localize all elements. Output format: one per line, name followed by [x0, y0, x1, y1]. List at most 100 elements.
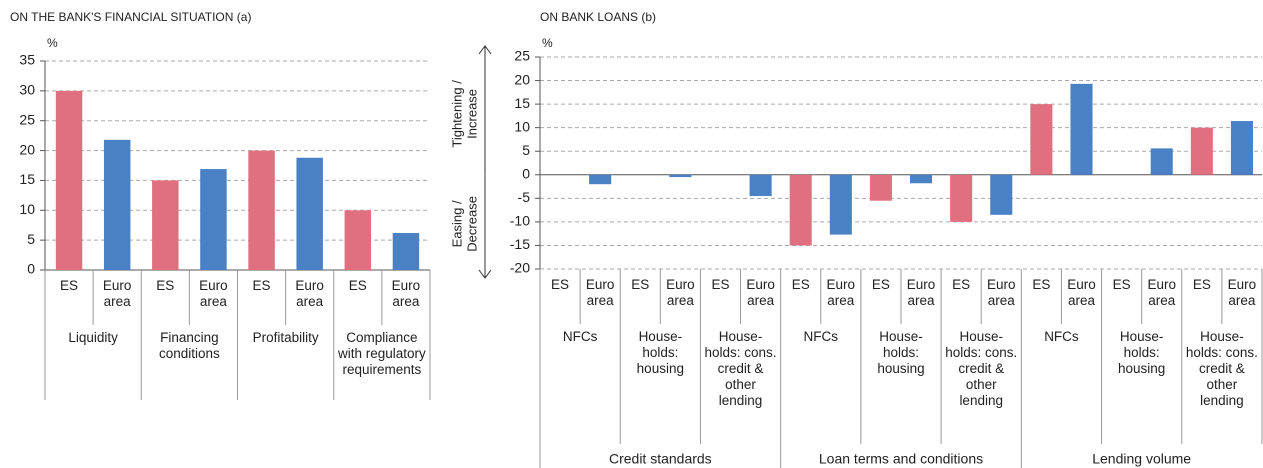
x-category-label: House­holds: housing [877, 329, 925, 376]
x-category-label: House­holds: cons. credit & other lendin… [1185, 329, 1258, 408]
chart-title: ON THE BANK'S FINANCIAL SITUATION (a) [10, 10, 251, 24]
bar [829, 174, 852, 235]
x-sub-label-box: Euro area [666, 277, 695, 308]
x-sub-label-box: Euro area [585, 277, 615, 308]
x-sub-label: ES [1192, 277, 1211, 292]
y-tick-label: 15 [19, 171, 35, 187]
x-sub-label-box: Euro area [906, 277, 936, 308]
bar [248, 150, 275, 270]
x-category-label: NFCs [562, 329, 598, 344]
x-category-label: Profitability [252, 330, 319, 345]
x-sub-label-box: ES [349, 278, 367, 293]
bar [589, 174, 612, 185]
x-sub-label: ES [551, 277, 570, 292]
x-sub-label-box: ES [1032, 277, 1051, 292]
y-tick-label: 15 [514, 95, 530, 111]
y-tick-label: 5 [522, 142, 530, 158]
annotation: Tightening / [449, 80, 464, 148]
x-sub-label-box: ES [253, 278, 271, 293]
x-category-label-box: House­holds: housing [877, 329, 925, 376]
bar [1190, 127, 1213, 175]
x-category-label-box: NFCs [803, 329, 839, 344]
bar [950, 174, 973, 222]
x-sub-label: Euro area [1147, 277, 1176, 308]
x-category-label-box: NFCs [1044, 329, 1079, 344]
x-sub-label: ES [871, 277, 890, 292]
x-category-label-box: House­holds: housing [636, 329, 684, 376]
x-sub-label-box: Euro area [199, 278, 228, 309]
x-sub-label-box: ES [60, 278, 79, 293]
y-tick-label: 30 [19, 82, 35, 98]
x-sub-label-box: Euro area [391, 278, 421, 309]
x-sub-label-box: Euro area [1227, 277, 1257, 308]
y-tick-label: 25 [514, 48, 530, 64]
bar [296, 157, 323, 270]
x-sub-label: Euro area [987, 277, 1016, 308]
x-category-label-box: House­holds: cons. credit & other lendin… [704, 329, 777, 408]
x-sub-label: Euro area [906, 277, 936, 308]
annotation: Easing / [449, 200, 464, 247]
y-tick-label: -5 [518, 189, 531, 205]
y-unit: % [542, 36, 553, 50]
bar [1230, 121, 1253, 175]
y-tick-label: 20 [514, 71, 530, 87]
x-category-label-box: NFCs [562, 329, 598, 344]
bar [749, 174, 772, 196]
x-sub-label-box: Euro area [1147, 277, 1176, 308]
x-sub-label-box: ES [156, 278, 175, 293]
y-tick-label: 25 [19, 111, 35, 127]
x-sub-label: Euro area [746, 277, 775, 308]
x-sub-label: Euro area [585, 277, 615, 308]
x-sub-label: ES [60, 278, 79, 293]
x-sub-label: ES [156, 278, 175, 293]
bar [1150, 148, 1173, 175]
x-sub-label: Euro area [102, 278, 132, 309]
y-tick-label: -15 [510, 236, 530, 252]
y-tick-label: 5 [27, 231, 35, 247]
x-sub-label: Euro area [391, 278, 421, 309]
y-tick-label: -20 [510, 260, 530, 276]
y-tick-label: 20 [19, 141, 35, 157]
x-category-label: NFCs [803, 329, 839, 344]
bar [990, 174, 1013, 215]
x-category-label: House­holds: housing [636, 329, 684, 376]
x-category-label: Liquidity [68, 330, 118, 345]
annotation: Increase [464, 89, 479, 139]
x-sub-label-box: Euro area [746, 277, 775, 308]
bar [869, 174, 892, 201]
bar [669, 174, 692, 178]
x-sub-label-box: Euro area [987, 277, 1016, 308]
x-category-label-box: Compliance with regulatory requirements [338, 330, 426, 377]
arrow-head [478, 45, 492, 55]
x-sub-label-box: Euro area [295, 278, 324, 309]
x-category-label-box: Profitability [252, 330, 319, 345]
x-sub-label-box: Euro area [827, 277, 856, 308]
x-group-label: Lending volume [1092, 451, 1191, 467]
x-category-label: NFCs [1044, 329, 1079, 344]
y-tick-label: 0 [27, 261, 35, 277]
x-sub-label-box: ES [631, 277, 650, 292]
x-sub-label-box: ES [791, 277, 810, 292]
x-category-label-box: House­holds: housing [1118, 329, 1166, 376]
x-group-label: Credit standards [609, 451, 712, 467]
x-sub-label: ES [711, 277, 730, 292]
y-tick-label: 10 [514, 118, 530, 134]
y-tick-label: 0 [522, 165, 530, 181]
x-sub-label: ES [631, 277, 650, 292]
x-sub-label-box: ES [1113, 277, 1131, 292]
x-sub-label: ES [1032, 277, 1051, 292]
x-sub-label-box: ES [1192, 277, 1211, 292]
x-sub-label-box: ES [711, 277, 730, 292]
bar [910, 174, 933, 184]
x-category-label: House­holds: cons. credit & other lendin… [945, 329, 1018, 408]
y-tick-label: -10 [510, 213, 530, 229]
x-category-label: House­holds: cons. credit & other lendin… [704, 329, 777, 408]
x-sub-label: Euro area [1227, 277, 1257, 308]
x-category-label: House­holds: housing [1118, 329, 1166, 376]
x-sub-label: ES [791, 277, 810, 292]
x-sub-label: ES [952, 277, 971, 292]
bar [789, 174, 812, 246]
bar [1030, 104, 1053, 175]
bar [200, 169, 227, 270]
